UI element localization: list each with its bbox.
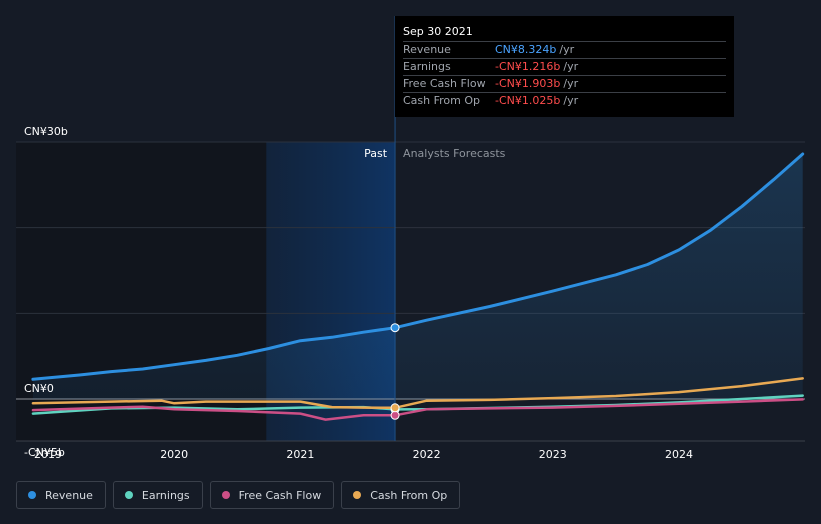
revenue-dot-icon: [28, 491, 36, 499]
tooltip-label: Earnings: [403, 60, 451, 73]
tooltip-row-revenue: Revenue CN¥8.324b /yr: [403, 41, 726, 58]
forecast-label: Analysts Forecasts: [403, 147, 506, 160]
legend-label: Cash From Op: [370, 488, 448, 502]
chart-tooltip: Sep 30 2021 Revenue CN¥8.324b /yr Earnin…: [395, 16, 734, 117]
legend-item-free-cash-flow[interactable]: Free Cash Flow: [209, 481, 335, 509]
earnings-dot-icon: [124, 491, 133, 499]
x-tick-label: 2024: [665, 448, 693, 461]
revenue-line: [31, 152, 805, 381]
cash-from-op-marker: [390, 403, 400, 413]
tooltip-unit: /yr: [563, 77, 579, 90]
tooltip-row-free-cash-flow: Free Cash Flow -CN¥1.903b /yr: [403, 75, 726, 92]
revenue-marker: [390, 323, 400, 333]
chart-legend: Revenue Earnings Free Cash Flow Cash Fro…: [16, 481, 467, 509]
tooltip-unit: /yr: [559, 43, 575, 56]
tooltip-label: Revenue: [403, 43, 451, 56]
legend-label: Earnings: [141, 488, 190, 502]
tooltip-value: -CN¥1.025b: [495, 94, 561, 107]
x-tick-label: 2023: [539, 448, 567, 461]
free-cash-flow-marker: [390, 410, 400, 420]
tooltip-date: Sep 30 2021: [403, 25, 473, 38]
tooltip-value: -CN¥1.903b: [495, 77, 561, 90]
tooltip-unit: /yr: [563, 94, 579, 107]
free-cash-flow-line: [31, 398, 804, 421]
legend-item-cash-from-op[interactable]: Cash From Op: [341, 481, 461, 509]
legend-label: Revenue: [45, 488, 93, 502]
x-tick-label: 2022: [413, 448, 441, 461]
cash-from-op-dot-icon: [353, 491, 362, 499]
x-tick-label: 2019: [34, 448, 62, 461]
tooltip-value: -CN¥1.216b: [495, 60, 561, 73]
legend-item-earnings[interactable]: Earnings: [112, 481, 203, 509]
tooltip-value: CN¥8.324b: [495, 43, 557, 56]
legend-label: Free Cash Flow: [238, 488, 322, 502]
cash-from-op-line: [31, 377, 804, 410]
tooltip-row-earnings: Earnings -CN¥1.216b /yr: [403, 58, 726, 75]
tooltip-label: Cash From Op: [403, 94, 481, 107]
tooltip-row-cash-from-op: Cash From Op -CN¥1.025b /yr: [403, 92, 726, 109]
x-tick-label: 2021: [286, 448, 314, 461]
past-label: Past: [364, 147, 388, 160]
y-tick-label: CN¥0: [24, 382, 54, 395]
y-tick-label: -CN¥5b: [24, 446, 65, 459]
free-cash-flow-dot-icon: [221, 491, 230, 499]
tooltip-label: Free Cash Flow: [403, 77, 486, 90]
legend-item-revenue[interactable]: Revenue: [16, 481, 106, 509]
x-tick-label: 2020: [160, 448, 188, 461]
revenue-area: [32, 154, 803, 399]
tooltip-unit: /yr: [563, 60, 579, 73]
y-tick-label: CN¥30b: [24, 125, 68, 138]
